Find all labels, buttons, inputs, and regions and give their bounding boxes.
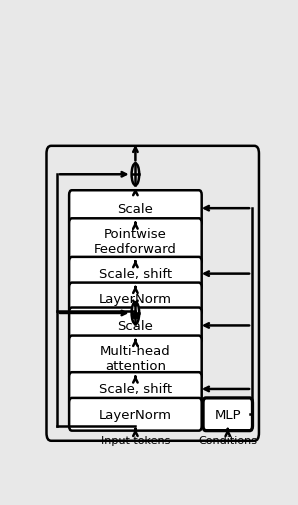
FancyBboxPatch shape: [46, 146, 259, 441]
Ellipse shape: [132, 164, 139, 186]
Text: MLP: MLP: [215, 408, 241, 421]
FancyBboxPatch shape: [203, 398, 252, 431]
FancyBboxPatch shape: [69, 219, 202, 265]
FancyBboxPatch shape: [69, 373, 202, 406]
Text: Input tokens: Input tokens: [101, 435, 170, 445]
Text: Scale, shift: Scale, shift: [99, 383, 172, 395]
FancyBboxPatch shape: [69, 336, 202, 380]
FancyBboxPatch shape: [69, 258, 202, 291]
Ellipse shape: [132, 302, 139, 324]
Text: Scale: Scale: [117, 319, 153, 332]
FancyBboxPatch shape: [69, 308, 202, 344]
FancyBboxPatch shape: [69, 191, 202, 227]
Text: Pointwise
Feedforward: Pointwise Feedforward: [94, 228, 177, 256]
Text: Conditions: Conditions: [198, 435, 257, 445]
FancyBboxPatch shape: [69, 398, 202, 431]
Text: Scale, shift: Scale, shift: [99, 268, 172, 281]
Text: Multi-head
attention: Multi-head attention: [100, 344, 171, 372]
FancyBboxPatch shape: [69, 283, 202, 316]
Text: Scale: Scale: [117, 203, 153, 215]
Text: LayerNorm: LayerNorm: [99, 408, 172, 421]
Text: LayerNorm: LayerNorm: [99, 293, 172, 306]
